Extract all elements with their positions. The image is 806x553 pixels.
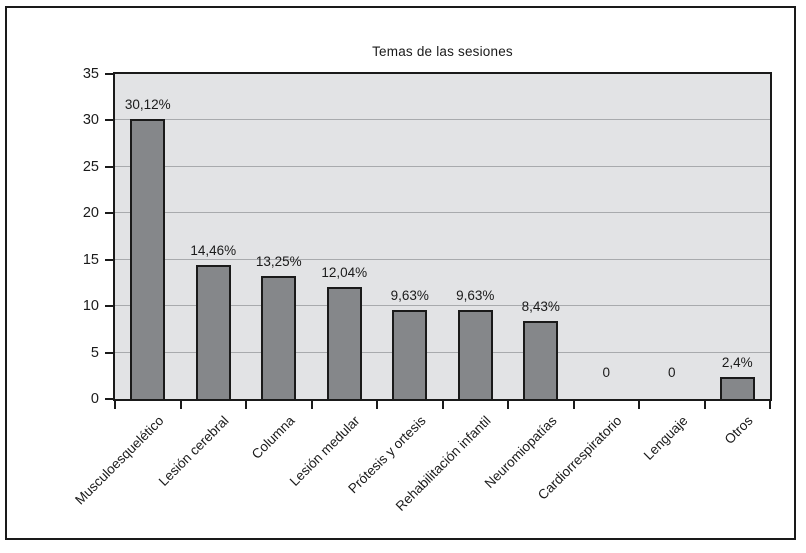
x-axis-tick-2 [245,401,247,409]
bar-value-label-3: 13,25% [255,253,302,269]
gridline-5 [115,351,770,353]
plot-area: 0 5 10 15 20 25 30 35 30,12% Musculoesquelético 14… [72,66,772,514]
x-axis-tick-1 [179,401,182,409]
x-axis-tick-6 [507,401,509,409]
bar-value-label-1: 30,12% [124,97,171,113]
bar-1 [130,119,166,399]
bar-value-label-9: 0 [667,365,676,380]
bar-value-label-8: 0 [602,365,610,380]
y-axis-tick-15 [105,258,113,261]
gridline-10 [115,305,770,307]
y-axis-tick-5 [105,351,113,354]
y-axis-tick-label-10: 10 [82,298,99,315]
y-axis-tick-35 [105,73,113,75]
bar-7 [523,320,559,399]
y-axis-tick-label-5: 5 [90,344,99,361]
y-axis-tick-label-25: 25 [82,158,99,175]
x-axis-tick-3 [310,401,313,409]
x-axis-tick-9 [703,401,706,409]
bar-value-label-7: 8,43% [521,298,560,314]
y-axis-tick-10 [105,305,113,308]
y-axis-tick-label-35: 35 [82,66,99,82]
y-axis-tick-20 [105,212,113,215]
figure-border: Temas de las sesiones 0 5 10 15 20 25 30 35 30,1… [5,6,796,540]
y-axis-tick-label-20: 20 [82,205,99,222]
bar-value-label-4: 12,04% [321,265,368,281]
x-axis-tick-5 [441,401,444,409]
x-category-label-1: Musculoesquelético [71,413,167,508]
y-axis-tick-label-15: 15 [82,251,99,268]
bar-value-label-5: 9,63% [390,287,429,303]
y-axis-tick-30 [105,119,113,122]
bar-2 [195,264,231,399]
x-axis-tick-0 [114,401,116,409]
x-axis-tick-7 [572,401,575,409]
bar-10 [719,376,755,399]
gridline-30 [115,119,770,121]
bar-value-label-10: 2,4% [721,354,753,370]
bar-5 [392,309,428,399]
x-axis-tick-10 [769,401,771,409]
bar-value-label-6: 9,63% [456,287,495,303]
bar-3 [261,275,297,399]
gridline-25 [115,165,770,167]
bar-6 [457,309,493,399]
gridline-15 [115,258,770,260]
x-axis-tick-4 [376,401,378,409]
bar-4 [326,287,362,399]
y-axis-tick-0 [105,398,113,400]
gridline-20 [115,212,770,214]
x-axis-tick-8 [638,401,640,409]
chart-title: Temas de las sesiones [372,44,513,59]
y-axis-tick-label-30: 30 [82,112,99,129]
y-axis-tick-25 [105,165,113,168]
bar-value-label-2: 14,46% [190,242,237,258]
y-axis-tick-label-0: 0 [90,391,99,407]
